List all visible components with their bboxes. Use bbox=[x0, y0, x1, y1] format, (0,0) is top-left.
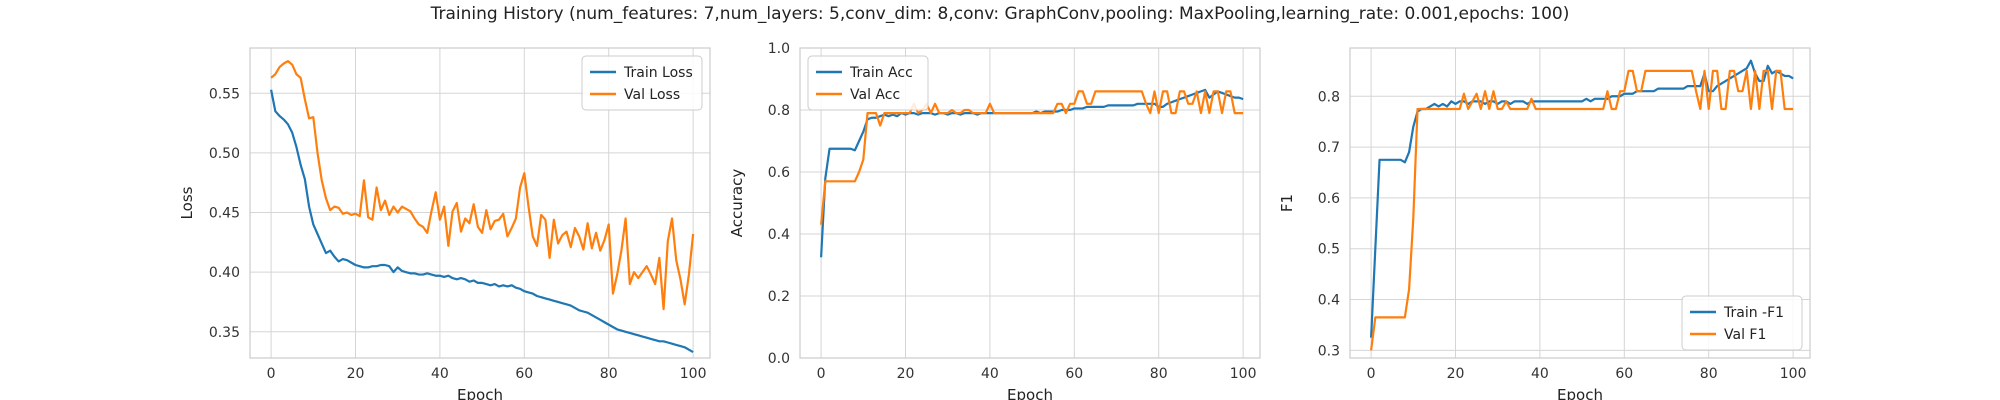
series-line-train-loss bbox=[270, 89, 694, 353]
legend-box bbox=[581, 55, 703, 111]
y-tick-label: 0.4 bbox=[1318, 293, 1340, 309]
y-tick-label: 0.55 bbox=[209, 86, 240, 102]
legend-box bbox=[807, 55, 929, 111]
x-tick-label: 40 bbox=[431, 366, 449, 382]
x-tick-label: 0 bbox=[1367, 366, 1376, 382]
legend-entry: Val Loss bbox=[624, 87, 680, 103]
y-tick-label: 0.40 bbox=[209, 265, 240, 281]
loss-chart: 0 20 40 60 80 100 0.35 0.40 0.45 0.50 0.55 Epoch Los… bbox=[178, 47, 711, 400]
y-tick-label: 0.35 bbox=[209, 325, 240, 341]
y-tick-label: 0.0 bbox=[768, 351, 790, 367]
x-tick-label: 20 bbox=[347, 366, 365, 382]
x-tick-label: 20 bbox=[897, 366, 915, 382]
y-tick-label: 0.6 bbox=[768, 165, 790, 181]
axes-frame bbox=[799, 47, 1261, 359]
y-axis-label: F1 bbox=[1278, 194, 1296, 212]
x-tick-label: 20 bbox=[1447, 366, 1465, 382]
x-tick-label: 100 bbox=[1230, 366, 1257, 382]
x-tick-label: 0 bbox=[267, 366, 276, 382]
legend: Train Acc Val Acc bbox=[807, 55, 929, 111]
y-tick-label: 0.8 bbox=[1318, 89, 1340, 105]
legend-entry: Train Acc bbox=[849, 65, 913, 81]
axes-frame bbox=[249, 47, 711, 359]
series-line-val-loss bbox=[270, 60, 695, 311]
legend: Train Loss Val Loss bbox=[581, 55, 703, 111]
legend-box bbox=[1681, 295, 1803, 351]
y-tick-label: 0.4 bbox=[768, 227, 790, 243]
x-axis-label: Epoch bbox=[457, 386, 503, 400]
f1-chart: 0 20 40 60 80 100 0.3 0.4 0.5 0.6 0.7 0.8 Epoch F1 Tra… bbox=[1278, 47, 1811, 400]
y-axis-label: Loss bbox=[178, 186, 196, 219]
x-tick-label: 80 bbox=[1150, 366, 1168, 382]
legend-entry: Val F1 bbox=[1724, 327, 1766, 343]
x-tick-label: 60 bbox=[515, 366, 533, 382]
y-tick-label: 1.0 bbox=[768, 41, 790, 57]
series-line-val-acc bbox=[820, 90, 1244, 225]
legend-entry: Val Acc bbox=[850, 87, 900, 103]
x-tick-label: 80 bbox=[1700, 366, 1718, 382]
y-tick-label: 0.45 bbox=[209, 206, 240, 222]
x-tick-label: 40 bbox=[1531, 366, 1549, 382]
x-tick-label: 60 bbox=[1065, 366, 1083, 382]
series-line-val-f1 bbox=[1370, 69, 1794, 351]
legend-entry: Train -F1 bbox=[1723, 305, 1784, 321]
y-tick-label: 0.3 bbox=[1318, 343, 1340, 359]
axes-frame bbox=[1349, 47, 1811, 359]
x-tick-label: 0 bbox=[817, 366, 826, 382]
y-tick-label: 0.5 bbox=[1318, 242, 1340, 258]
x-tick-label: 60 bbox=[1615, 366, 1633, 382]
x-tick-label: 40 bbox=[981, 366, 999, 382]
figure-title: Training History (num_features: 7,num_la… bbox=[430, 4, 1570, 24]
x-tick-label: 100 bbox=[1780, 366, 1807, 382]
x-tick-label: 100 bbox=[680, 366, 707, 382]
y-axis-label: Accuracy bbox=[728, 169, 746, 238]
y-tick-label: 0.7 bbox=[1318, 140, 1340, 156]
x-axis-label: Epoch bbox=[1007, 386, 1053, 400]
y-tick-label: 0.8 bbox=[768, 103, 790, 119]
legend: Train -F1 Val F1 bbox=[1681, 295, 1803, 351]
legend-entry: Train Loss bbox=[623, 65, 693, 81]
y-tick-label: 0.2 bbox=[768, 289, 790, 305]
series-line-train-f1 bbox=[1370, 59, 1794, 338]
y-tick-label: 0.50 bbox=[209, 146, 240, 162]
y-tick-label: 0.6 bbox=[1318, 191, 1340, 207]
accuracy-chart: 0 20 40 60 80 100 0.0 0.2 0.4 0.6 0.8 1.0 Epoch Accur… bbox=[728, 41, 1261, 400]
x-tick-label: 80 bbox=[600, 366, 618, 382]
x-axis-label: Epoch bbox=[1557, 386, 1603, 400]
